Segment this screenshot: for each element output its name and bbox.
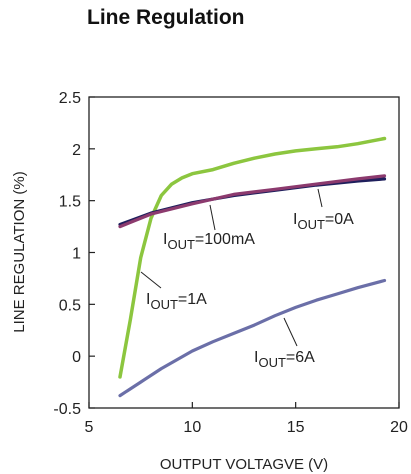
x-tick-label: 15 — [287, 419, 305, 436]
series-label: IOUT=0A — [291, 189, 354, 232]
x-tick-label: 10 — [183, 419, 201, 436]
label-subscript: OUT — [150, 297, 178, 312]
label-subscript: OUT — [167, 237, 195, 252]
y-tick-label: 0.5 — [59, 297, 81, 314]
y-tick-label: 1 — [72, 246, 81, 263]
label-rest: =100mA — [195, 231, 255, 248]
label-leader-line — [284, 318, 297, 346]
label-rest: =1A — [178, 291, 207, 308]
label-rest: =0A — [325, 211, 354, 228]
label-rest: =6A — [286, 349, 315, 366]
y-tick-label: 2.5 — [59, 90, 81, 107]
y-tick-label: 0 — [72, 349, 81, 366]
y-tick-label: -0.5 — [53, 401, 81, 418]
series-label: IOUT=6A — [252, 318, 315, 370]
y-tick-label: 2 — [72, 142, 81, 159]
y-tick-label: 1.5 — [59, 194, 81, 211]
x-tick-label: 5 — [85, 419, 94, 436]
label-leader-line — [141, 272, 161, 288]
label-leader-line — [210, 205, 215, 230]
axis-ticks: 5 10 15 20 2.5 2 1.5 1 0.5 0 -0.5 — [53, 90, 408, 436]
series-line-1a — [120, 139, 385, 377]
x-axis-label: OUTPUT VOLTAGVE (V) — [160, 456, 328, 473]
label-leader-line — [318, 189, 322, 207]
label-subscript: OUT — [297, 217, 325, 232]
y-axis-label: LINE REGULATION (%) — [11, 171, 28, 332]
x-tick-label: 20 — [390, 419, 408, 436]
series-label: IOUT=100mA — [161, 205, 255, 252]
series-label: IOUT=1A — [141, 272, 207, 312]
series-labels: IOUT=0A IOUT=100mA IOUT=1A IOUT=6A — [141, 189, 354, 370]
label-subscript: OUT — [258, 355, 286, 370]
